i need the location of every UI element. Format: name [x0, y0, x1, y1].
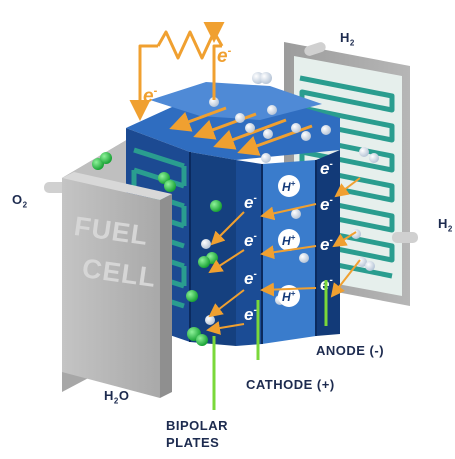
svg-text:e-: e-	[143, 85, 158, 107]
callout-lines	[212, 280, 328, 410]
anode-label: ANODE (-)	[316, 343, 385, 358]
hydrogen-outlet-label: H2	[438, 216, 453, 234]
resistor-icon	[156, 30, 224, 60]
bipolar-plates-label: BIPOLAR PLATES	[166, 417, 228, 451]
oxygen-inlet-label: O2	[12, 192, 28, 210]
cathode-label: CATHODE (+)	[246, 377, 335, 392]
electron-paths	[206, 177, 361, 335]
casing-front-plate	[62, 172, 172, 398]
hydrogen-molecule-icon	[209, 72, 379, 305]
proton-icon: H+ H+ H+	[278, 175, 300, 307]
external-circuit	[129, 22, 225, 121]
svg-text:e-: e-	[217, 45, 232, 67]
bipolar-label-line2: PLATES	[166, 435, 220, 450]
hydrogen-inlet-label: H2	[340, 30, 355, 48]
electron-flow-arrows	[169, 106, 313, 156]
bipolar-label-line1: BIPOLAR	[166, 418, 228, 433]
oxygen-molecule-icon	[92, 152, 222, 346]
water-outlet-label: H2O	[104, 388, 130, 406]
